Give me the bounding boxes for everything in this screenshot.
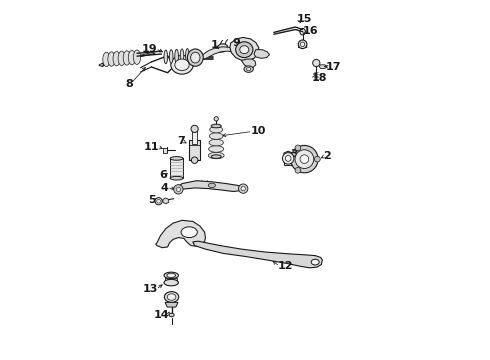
Ellipse shape — [208, 183, 216, 188]
Ellipse shape — [103, 52, 110, 67]
Ellipse shape — [175, 59, 189, 71]
Circle shape — [214, 117, 219, 121]
Ellipse shape — [113, 51, 120, 66]
Ellipse shape — [164, 279, 178, 286]
Circle shape — [191, 125, 198, 132]
Ellipse shape — [118, 51, 125, 66]
Ellipse shape — [209, 139, 223, 146]
Ellipse shape — [169, 313, 174, 317]
Ellipse shape — [187, 49, 203, 66]
Text: 10: 10 — [251, 126, 266, 136]
Ellipse shape — [170, 50, 173, 63]
Ellipse shape — [244, 66, 253, 72]
Text: 16: 16 — [303, 26, 318, 36]
Text: 1: 1 — [211, 40, 218, 50]
Circle shape — [291, 145, 318, 173]
Polygon shape — [201, 47, 231, 59]
Ellipse shape — [211, 124, 221, 128]
Ellipse shape — [108, 52, 115, 66]
Circle shape — [285, 156, 291, 161]
Ellipse shape — [246, 68, 251, 71]
Circle shape — [295, 145, 301, 151]
Ellipse shape — [123, 51, 130, 65]
Circle shape — [157, 199, 160, 203]
Text: 4: 4 — [161, 183, 169, 193]
Ellipse shape — [128, 50, 136, 65]
Ellipse shape — [164, 50, 168, 64]
Text: 2: 2 — [323, 151, 331, 161]
Polygon shape — [319, 65, 327, 68]
Ellipse shape — [209, 146, 224, 152]
Ellipse shape — [208, 152, 224, 159]
Ellipse shape — [311, 259, 319, 265]
Text: 7: 7 — [177, 136, 185, 146]
Ellipse shape — [167, 273, 175, 278]
Ellipse shape — [210, 126, 222, 133]
Ellipse shape — [164, 272, 178, 279]
Polygon shape — [166, 278, 177, 282]
Text: 3: 3 — [291, 149, 298, 159]
Ellipse shape — [167, 294, 176, 300]
Ellipse shape — [186, 49, 189, 62]
Circle shape — [298, 40, 307, 49]
Circle shape — [192, 157, 198, 163]
Polygon shape — [163, 198, 169, 204]
Ellipse shape — [181, 227, 197, 238]
Text: 17: 17 — [326, 62, 341, 72]
Ellipse shape — [171, 55, 193, 74]
Polygon shape — [176, 181, 245, 192]
Circle shape — [239, 184, 248, 193]
Ellipse shape — [209, 133, 223, 139]
Text: 12: 12 — [278, 261, 294, 271]
Text: 9: 9 — [232, 38, 240, 48]
Ellipse shape — [191, 52, 200, 63]
Circle shape — [300, 42, 305, 46]
Text: 8: 8 — [125, 78, 133, 89]
Polygon shape — [99, 63, 104, 67]
Text: 14: 14 — [154, 310, 170, 320]
Ellipse shape — [180, 49, 184, 63]
Polygon shape — [298, 44, 307, 48]
Circle shape — [295, 167, 301, 173]
Polygon shape — [165, 302, 178, 307]
Circle shape — [315, 156, 320, 162]
Ellipse shape — [170, 157, 183, 160]
Polygon shape — [216, 44, 228, 52]
Text: 11: 11 — [144, 142, 159, 152]
Circle shape — [174, 185, 183, 194]
Polygon shape — [189, 140, 200, 160]
Circle shape — [295, 150, 314, 168]
Text: 18: 18 — [312, 73, 327, 83]
Text: 5: 5 — [148, 195, 156, 205]
Circle shape — [241, 186, 245, 191]
Polygon shape — [284, 151, 293, 166]
Polygon shape — [170, 158, 183, 178]
Polygon shape — [242, 59, 256, 68]
Polygon shape — [192, 130, 197, 144]
Text: 6: 6 — [159, 170, 167, 180]
Text: 19: 19 — [142, 44, 157, 54]
Ellipse shape — [170, 176, 183, 180]
Ellipse shape — [211, 155, 221, 158]
Ellipse shape — [175, 49, 178, 63]
Polygon shape — [156, 220, 205, 248]
Ellipse shape — [236, 42, 253, 58]
Circle shape — [300, 155, 309, 163]
Circle shape — [155, 198, 162, 205]
Text: 15: 15 — [297, 14, 312, 24]
Circle shape — [176, 187, 180, 192]
Circle shape — [282, 153, 294, 164]
Circle shape — [313, 59, 320, 67]
Polygon shape — [163, 148, 167, 153]
Polygon shape — [193, 241, 322, 268]
Ellipse shape — [240, 46, 249, 54]
Polygon shape — [230, 37, 259, 60]
Ellipse shape — [133, 50, 141, 64]
Polygon shape — [254, 50, 270, 58]
Ellipse shape — [164, 292, 179, 302]
Text: 13: 13 — [143, 284, 158, 294]
